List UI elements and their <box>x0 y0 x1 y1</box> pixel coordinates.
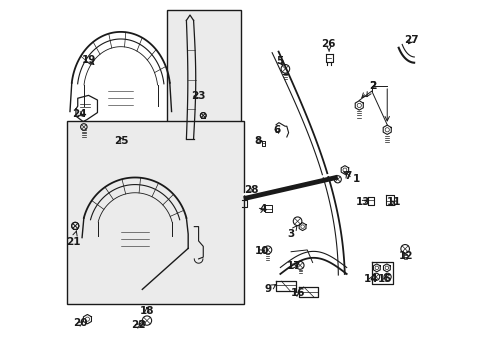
Text: 2: 2 <box>366 81 376 97</box>
Text: 4: 4 <box>259 204 266 215</box>
Text: 8: 8 <box>254 136 262 145</box>
Text: 12: 12 <box>398 251 412 261</box>
Text: 7: 7 <box>344 171 351 181</box>
Text: 5: 5 <box>275 56 283 66</box>
Text: 1: 1 <box>343 172 359 184</box>
Text: 15: 15 <box>377 274 391 284</box>
Text: 27: 27 <box>404 35 418 45</box>
Text: 13: 13 <box>356 197 370 207</box>
Text: 18: 18 <box>140 306 154 316</box>
Text: 10: 10 <box>255 246 269 256</box>
Text: 2: 2 <box>361 81 376 98</box>
Bar <box>67 121 244 304</box>
Text: 28: 28 <box>243 185 258 195</box>
Text: 20: 20 <box>73 319 87 328</box>
Text: 3: 3 <box>287 226 296 239</box>
Text: 19: 19 <box>81 55 96 65</box>
Text: 22: 22 <box>131 320 145 330</box>
Text: 17: 17 <box>286 261 301 271</box>
Text: 14: 14 <box>364 274 378 284</box>
Text: 23: 23 <box>190 91 204 101</box>
Text: 25: 25 <box>114 136 129 145</box>
Text: 6: 6 <box>273 125 281 135</box>
Text: 11: 11 <box>386 197 401 207</box>
Text: 21: 21 <box>66 231 80 247</box>
Text: 9: 9 <box>264 284 275 294</box>
Text: 24: 24 <box>72 109 87 119</box>
Bar <box>167 10 241 144</box>
Text: 16: 16 <box>290 288 304 298</box>
Text: 26: 26 <box>321 39 335 51</box>
